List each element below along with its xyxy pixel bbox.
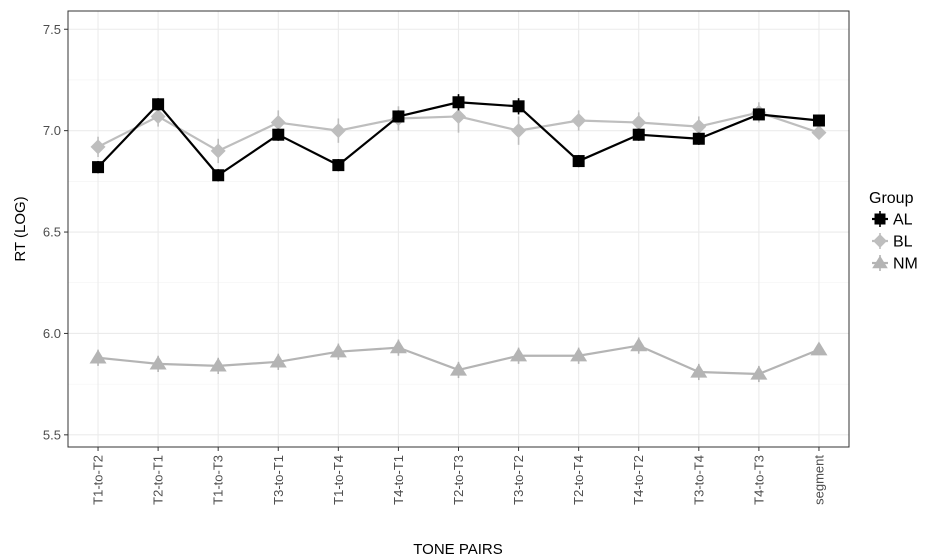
x-tick-label: T3-to-T4 <box>691 455 706 505</box>
data-point <box>392 110 405 123</box>
x-tick-label: T2-to-T1 <box>151 455 166 505</box>
data-point <box>692 132 705 145</box>
legend-label: AL <box>893 212 913 229</box>
legend-key-marker <box>873 234 887 248</box>
y-tick-label: 5.5 <box>43 427 61 442</box>
x-tick-label: T1-to-T2 <box>91 455 106 505</box>
legend-key-marker <box>872 255 888 269</box>
data-point <box>452 96 465 109</box>
data-point <box>149 355 167 370</box>
data-point <box>572 155 585 168</box>
series-bl <box>90 100 827 164</box>
legend: Group AL BL NM <box>869 190 918 273</box>
data-point <box>630 337 648 352</box>
data-point <box>212 169 225 182</box>
data-point <box>449 361 468 376</box>
data-point <box>330 123 346 139</box>
data-point <box>631 115 647 131</box>
data-point <box>270 115 286 131</box>
legend-items: AL BL NM <box>872 211 918 273</box>
data-point <box>332 159 345 172</box>
data-point <box>269 353 287 368</box>
data-point <box>632 128 645 141</box>
data-point <box>209 357 227 372</box>
data-point <box>152 98 165 111</box>
x-tick-label: segment <box>811 455 826 505</box>
x-tick-label: T4-to-T3 <box>751 455 766 505</box>
y-tick-label: 6.0 <box>43 326 61 341</box>
data-point <box>92 161 105 174</box>
x-tick-label: T4-to-T2 <box>631 455 646 505</box>
data-point <box>510 347 528 362</box>
legend-title: Group <box>869 190 914 207</box>
y-tick-label: 7.0 <box>43 123 61 138</box>
data-point <box>90 139 106 155</box>
series-layer <box>89 94 828 383</box>
x-axis: T1-to-T2 T2-to-T1 T1-to-T3 T3-to-T1 T1-to-T4… <box>91 447 826 505</box>
data-point <box>750 365 768 380</box>
data-point <box>810 341 828 356</box>
y-axis: 5.5 6.0 6.5 7.0 7.5 <box>43 22 68 442</box>
legend-label: BL <box>893 234 913 251</box>
x-tick-label: T3-to-T2 <box>511 455 526 505</box>
data-point <box>150 108 166 124</box>
x-tick-label: T2-to-T4 <box>571 455 586 505</box>
data-point <box>690 363 708 378</box>
data-point <box>811 125 827 141</box>
legend-key-marker <box>874 213 886 225</box>
data-point <box>389 339 407 354</box>
series-nm <box>89 337 828 383</box>
data-point <box>812 114 825 127</box>
data-point <box>512 100 525 113</box>
data-point <box>272 128 285 141</box>
x-tick-label: T1-to-T3 <box>211 455 226 505</box>
series-al <box>92 94 825 182</box>
x-axis-title: TONE PAIRS <box>413 541 502 558</box>
y-tick-label: 6.5 <box>43 225 61 240</box>
x-tick-label: T2-to-T3 <box>451 455 466 505</box>
data-point <box>329 343 347 358</box>
x-tick-label: T1-to-T4 <box>331 455 346 505</box>
data-point <box>570 347 588 362</box>
y-axis-title: RT (LOG) <box>12 196 29 261</box>
data-point <box>451 108 466 124</box>
data-point <box>210 143 226 159</box>
legend-label: NM <box>893 256 918 273</box>
data-point <box>89 349 107 364</box>
x-tick-label: T3-to-T1 <box>271 455 286 505</box>
data-point <box>752 108 765 121</box>
data-point <box>511 123 527 139</box>
x-tick-label: T4-to-T1 <box>391 455 406 505</box>
y-tick-label: 7.5 <box>43 22 61 37</box>
data-point <box>571 113 587 129</box>
data-point <box>691 119 707 135</box>
